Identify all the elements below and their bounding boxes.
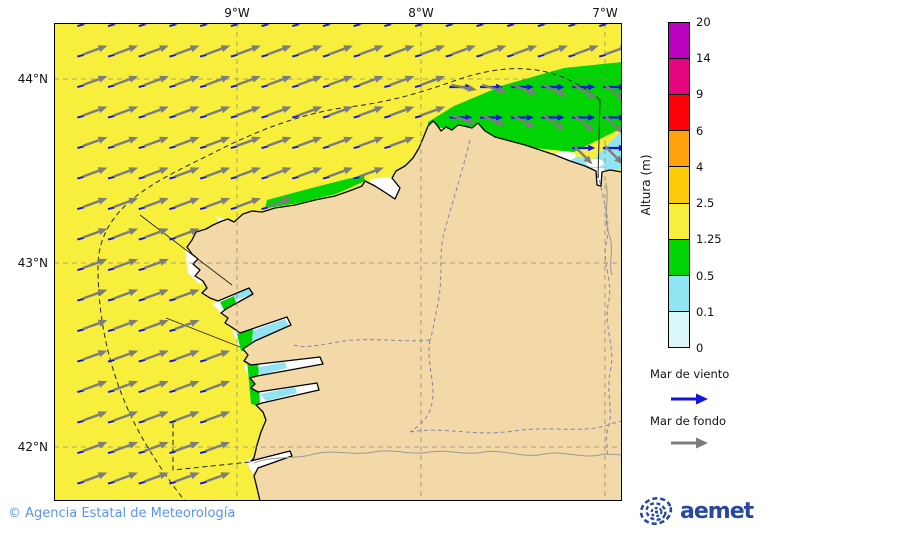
map-frame (54, 23, 622, 501)
colorbar-segment (669, 94, 689, 131)
colorbar-segment (669, 238, 689, 275)
map-figure (54, 23, 622, 501)
river-ne (605, 182, 613, 276)
graticule (54, 23, 622, 501)
colorbar-tick: 9 (696, 87, 704, 101)
colorbar-segment (669, 130, 689, 167)
y-axis-label: 42°N (17, 440, 48, 454)
copyright-text: © Agencia Estatal de Meteorología (8, 506, 236, 521)
wave-arrow-field (77, 23, 622, 485)
colorbar-tick: 6 (696, 124, 704, 138)
wind-sea-arrow-icon (671, 393, 708, 405)
maritime-boundaries (97, 68, 601, 501)
colorbar-segment (669, 166, 689, 203)
colorbar-segment (669, 202, 689, 239)
colorbar-title: Altura (m) (639, 154, 653, 216)
colorbar-tick: 0.1 (696, 305, 715, 319)
y-axis-label: 43°N (17, 256, 48, 270)
colorbar-segment (669, 310, 689, 347)
colorbar-tick: 2.5 (696, 196, 715, 210)
swell-label: Mar de fondo (650, 414, 727, 428)
colorbar-segment (669, 58, 689, 95)
galicia-wave-map (54, 23, 622, 501)
x-axis-label: 7°W (592, 6, 618, 20)
colorbar-tick: 0 (696, 341, 704, 355)
land-galicia (186, 120, 622, 501)
river-mino (253, 450, 622, 464)
wind-sea-label: Mar de viento (650, 367, 730, 381)
province-borders (293, 139, 622, 457)
aemet-logo: aemet (638, 495, 754, 527)
y-axis-label: 44°N (17, 72, 48, 86)
ria-cyan-water (232, 287, 297, 401)
x-axis-label: 8°W (408, 6, 434, 20)
colorbar-tick: 1.25 (696, 232, 722, 246)
colorbar-tick: 4 (696, 160, 704, 174)
colorbar-tick: 14 (696, 51, 711, 65)
wave-height-colorbar (668, 22, 690, 348)
colorbar-tick: 0.5 (696, 269, 715, 283)
aemet-swirl-icon (639, 497, 673, 525)
swell-arrow-icon (671, 437, 708, 449)
colorbar-segment (669, 274, 689, 311)
aemet-logo-text: aemet (680, 498, 754, 524)
colorbar-segment (669, 23, 689, 59)
x-axis-label: 9°W (224, 6, 250, 20)
colorbar-tick: 20 (696, 15, 711, 29)
wave-band-green-west (265, 175, 365, 209)
